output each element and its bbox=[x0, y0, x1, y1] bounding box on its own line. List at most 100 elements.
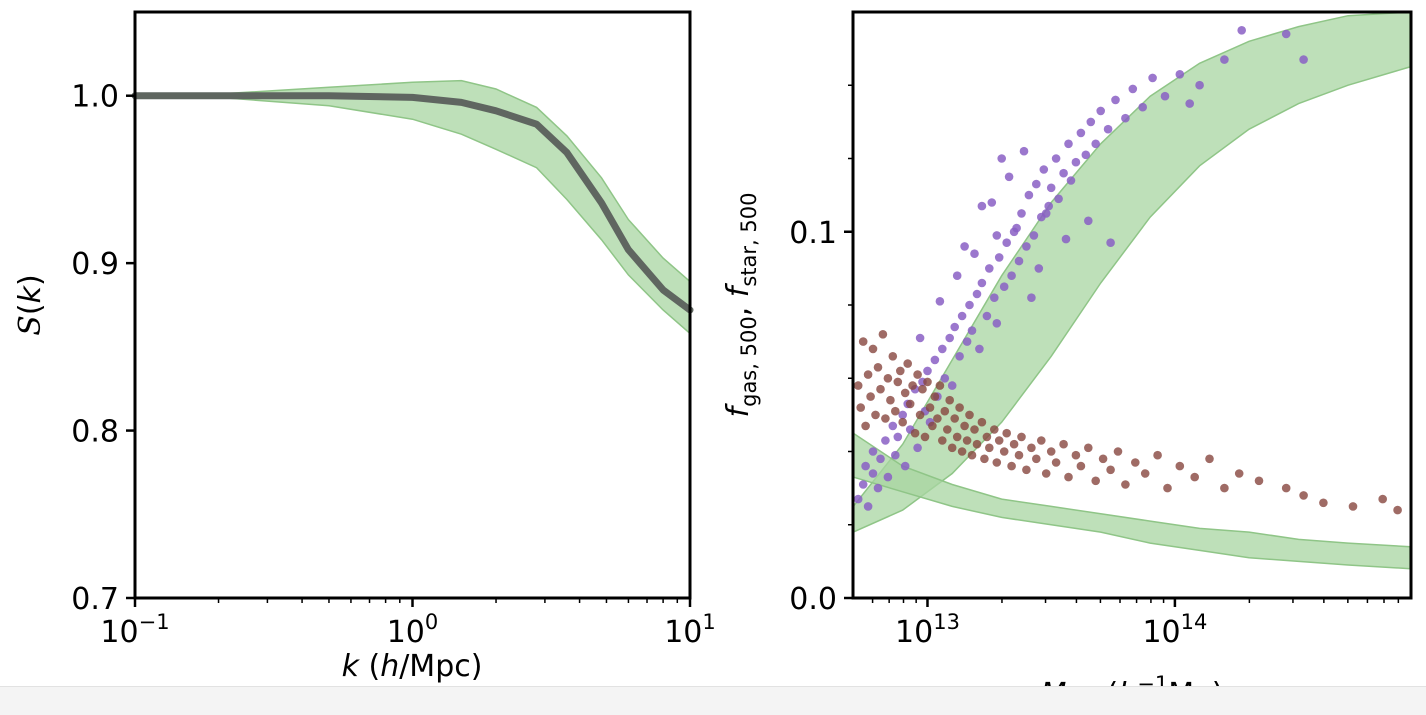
left-y-tick-label: 0.9 bbox=[71, 247, 119, 282]
star-fraction-point bbox=[1121, 480, 1130, 489]
star-fraction-point bbox=[980, 454, 989, 464]
gas-fraction-point bbox=[938, 344, 947, 354]
star-fraction-point bbox=[883, 374, 893, 383]
gas-fraction-point bbox=[1024, 190, 1034, 200]
star-fraction-point bbox=[1032, 454, 1041, 464]
gas-fraction-point bbox=[1091, 139, 1100, 149]
gas-fraction-points bbox=[853, 26, 1308, 511]
star-fraction-point bbox=[1076, 461, 1086, 471]
star-fraction-point bbox=[1254, 476, 1264, 486]
star-fraction-point bbox=[925, 403, 935, 412]
gas-fraction-point bbox=[893, 432, 903, 442]
star-fraction-point bbox=[1027, 443, 1036, 453]
gas-fraction-point bbox=[1044, 201, 1053, 211]
gas-fraction-point bbox=[881, 436, 890, 445]
star-fraction-point bbox=[970, 425, 979, 434]
gas-fraction-point bbox=[1111, 95, 1120, 105]
left-y-tick-label: 0.7 bbox=[71, 582, 119, 617]
gas-fraction-point bbox=[1076, 128, 1086, 138]
star-fraction-point bbox=[1234, 469, 1244, 478]
gas-fraction-point bbox=[975, 344, 984, 354]
right-y-tick-label: 0.1 bbox=[789, 216, 837, 251]
star-fraction-point bbox=[891, 406, 900, 416]
star-fraction-point bbox=[972, 439, 982, 449]
gas-fraction-point bbox=[1059, 168, 1068, 178]
star-fraction-points bbox=[853, 330, 1402, 515]
star-fraction-point bbox=[1220, 483, 1229, 493]
star-fraction-point bbox=[886, 395, 895, 405]
gas-fraction-point bbox=[1128, 84, 1138, 94]
gas-fraction-point bbox=[950, 322, 959, 332]
left-x-axis-label: k (h/Mpc) bbox=[342, 649, 483, 684]
gas-fraction-point bbox=[1084, 216, 1093, 226]
left-x-tick-label: 10−1 bbox=[100, 610, 169, 650]
gas-fraction-point bbox=[1041, 209, 1051, 218]
gas-fraction-point bbox=[962, 337, 972, 346]
gas-fraction-point bbox=[1160, 91, 1170, 101]
left-y-tick-label: 1.0 bbox=[71, 80, 119, 115]
star-fraction-point bbox=[1064, 472, 1073, 482]
star-fraction-point bbox=[1091, 476, 1100, 486]
gas-fraction-point bbox=[945, 333, 954, 343]
gas-fraction-point bbox=[1195, 80, 1204, 90]
star-fraction-point bbox=[856, 403, 865, 412]
star-fraction-point bbox=[982, 432, 992, 442]
gas-fraction-point bbox=[1032, 179, 1041, 189]
star-fraction-point bbox=[1084, 443, 1093, 453]
gas-fraction-point bbox=[915, 333, 925, 343]
right-y-ticks: 0.0 0.1 bbox=[789, 84, 853, 617]
star-fraction-point bbox=[893, 377, 903, 387]
star-fraction-point bbox=[1046, 447, 1056, 456]
star-fraction-point bbox=[985, 443, 994, 453]
gas-fraction-point bbox=[1148, 73, 1157, 83]
star-fraction-point bbox=[930, 392, 940, 401]
star-fraction-point bbox=[1071, 450, 1081, 460]
star-fraction-point bbox=[863, 370, 873, 379]
right-y-tick-label: 0.0 bbox=[789, 582, 837, 617]
gas-fraction-point bbox=[868, 469, 878, 478]
right-x-tick-label: 1014 bbox=[1142, 610, 1207, 650]
star-fraction-point bbox=[943, 425, 952, 434]
star-fraction-point bbox=[935, 381, 945, 390]
star-fraction-point bbox=[915, 410, 925, 420]
star-fraction-point bbox=[1059, 439, 1068, 449]
gas-fraction-point bbox=[913, 443, 922, 453]
gas-fraction-point bbox=[1051, 154, 1061, 163]
gas-fraction-point bbox=[992, 231, 1002, 240]
star-fraction-point bbox=[1163, 483, 1172, 493]
star-fraction-point bbox=[1014, 450, 1024, 460]
gas-fraction-point bbox=[1017, 209, 1026, 218]
star-fraction-point bbox=[853, 381, 863, 390]
left-mean-line bbox=[131, 92, 694, 314]
star-fraction-point bbox=[1007, 461, 1016, 471]
gas-fraction-point bbox=[898, 410, 907, 420]
star-fraction-point bbox=[992, 458, 1002, 467]
gas-fraction-point bbox=[1004, 172, 1014, 182]
gas-fraction-point bbox=[861, 461, 870, 471]
gas-fraction-point bbox=[923, 366, 932, 376]
star-fraction-point bbox=[861, 421, 870, 431]
star-fraction-point bbox=[952, 432, 962, 442]
gas-fraction-point bbox=[1002, 238, 1011, 247]
star-fraction-point bbox=[940, 406, 950, 416]
gas-fraction-point bbox=[1103, 124, 1113, 134]
star-fraction-point bbox=[871, 410, 880, 420]
star-fraction-point bbox=[960, 421, 969, 431]
gas-fraction-point bbox=[992, 319, 1002, 328]
star-fraction-point bbox=[898, 417, 907, 427]
star-fraction-point bbox=[1037, 436, 1046, 445]
star-fraction-point bbox=[1175, 461, 1185, 471]
star-fraction-point bbox=[1319, 498, 1328, 508]
right-x-axis-label: M500(h−1M⊙) bbox=[1041, 672, 1224, 686]
star-fraction-point bbox=[868, 344, 878, 354]
star-fraction-point bbox=[928, 421, 937, 431]
star-fraction-point bbox=[913, 370, 922, 379]
star-fraction-point bbox=[908, 381, 917, 390]
star-fraction-point bbox=[977, 417, 987, 427]
star-fraction-point bbox=[923, 377, 932, 387]
gas-fraction-point bbox=[1138, 102, 1147, 112]
gas-fraction-point bbox=[972, 289, 982, 299]
gas-fraction-point bbox=[863, 502, 873, 511]
gas-fraction-point bbox=[965, 300, 974, 310]
star-fraction-point bbox=[873, 363, 883, 372]
